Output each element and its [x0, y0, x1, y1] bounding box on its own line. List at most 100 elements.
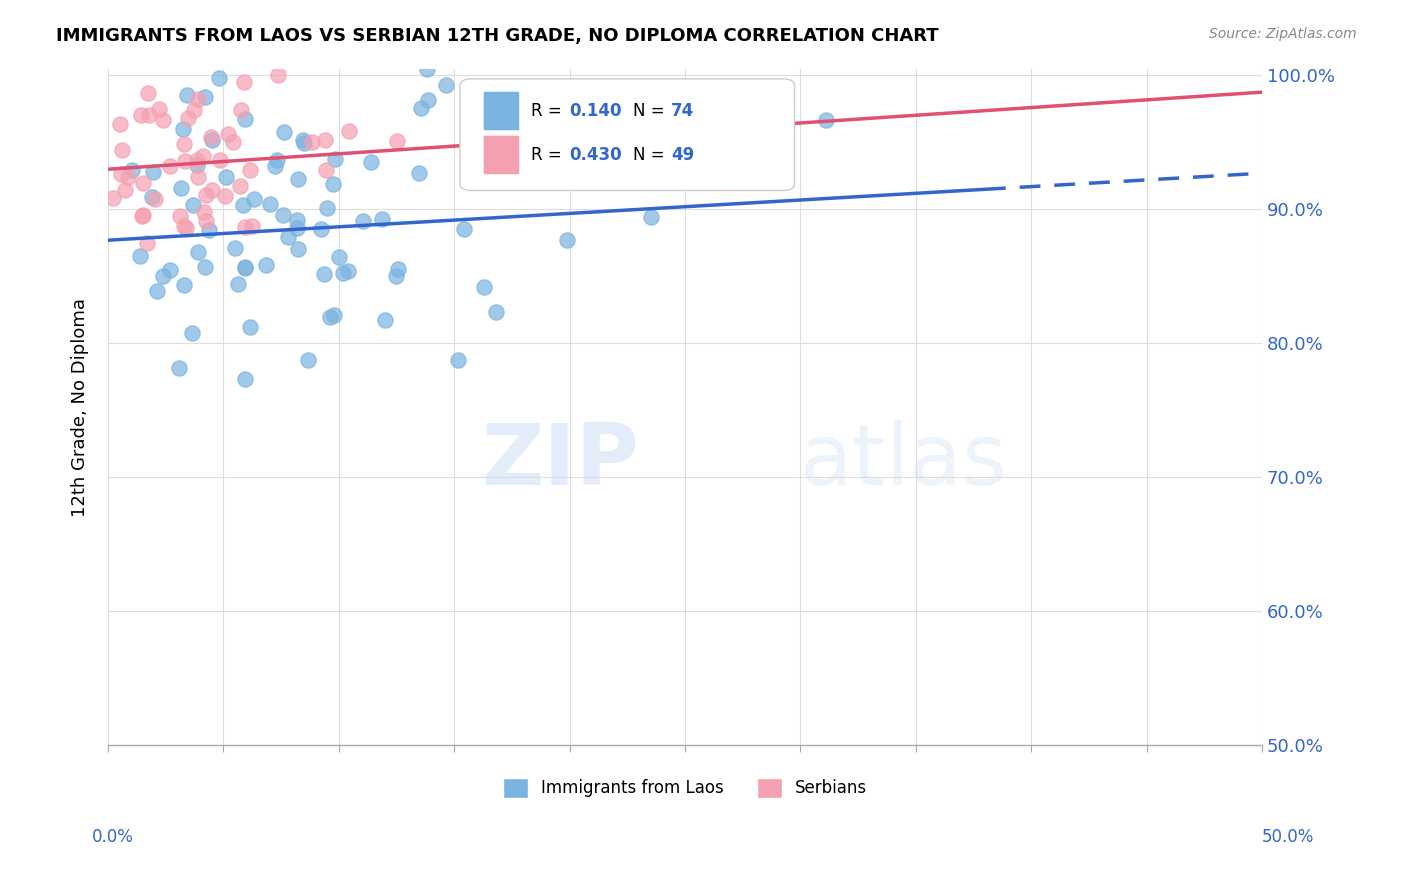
Point	[233, 112, 256, 126]
Point	[254, 258, 277, 272]
Point	[193, 204, 215, 219]
Point	[385, 268, 408, 283]
Point	[173, 278, 195, 293]
Point	[131, 108, 153, 122]
Point	[177, 111, 200, 125]
Point	[121, 163, 143, 178]
Point	[239, 162, 262, 177]
Point	[322, 308, 344, 322]
Text: 0.430: 0.430	[569, 146, 623, 164]
Point	[332, 266, 354, 280]
Point	[200, 130, 222, 145]
Point	[287, 242, 309, 256]
Point	[266, 153, 288, 168]
Point	[273, 126, 295, 140]
Point	[208, 71, 231, 86]
Point	[233, 260, 256, 274]
Text: N =: N =	[633, 103, 669, 120]
Point	[233, 372, 256, 386]
Text: N =: N =	[633, 146, 669, 164]
Point	[233, 74, 256, 88]
Point	[352, 214, 374, 228]
Point	[312, 267, 335, 281]
Point	[187, 169, 209, 184]
Point	[337, 264, 360, 278]
Point	[229, 103, 252, 118]
Point	[201, 133, 224, 147]
Point	[108, 117, 131, 131]
Text: ZIP: ZIP	[481, 419, 638, 502]
Point	[409, 101, 432, 115]
Point	[187, 92, 209, 106]
Point	[287, 213, 309, 227]
Point	[277, 230, 299, 244]
Point	[240, 219, 263, 233]
Text: 74: 74	[671, 103, 695, 120]
Text: 0.140: 0.140	[569, 103, 621, 120]
Point	[110, 167, 132, 181]
Point	[131, 177, 153, 191]
Point	[132, 208, 155, 222]
FancyBboxPatch shape	[460, 78, 794, 191]
Text: IMMIGRANTS FROM LAOS VS SERBIAN 12TH GRADE, NO DIPLOMA CORRELATION CHART: IMMIGRANTS FROM LAOS VS SERBIAN 12TH GRA…	[56, 27, 939, 45]
Point	[195, 188, 218, 202]
Point	[239, 320, 262, 334]
Point	[194, 89, 217, 103]
Y-axis label: 12th Grade, No Diploma: 12th Grade, No Diploma	[72, 298, 89, 516]
Point	[138, 108, 160, 122]
Point	[325, 153, 347, 167]
Text: atlas: atlas	[800, 419, 1008, 502]
Point	[146, 284, 169, 298]
Point	[233, 219, 256, 234]
Point	[471, 145, 494, 159]
Point	[408, 166, 430, 180]
Point	[557, 233, 579, 247]
Point	[301, 135, 323, 149]
Point	[309, 222, 332, 236]
Point	[208, 153, 231, 167]
Point	[114, 183, 136, 197]
FancyBboxPatch shape	[484, 135, 520, 175]
Point	[136, 235, 159, 250]
Point	[176, 87, 198, 102]
Point	[215, 169, 238, 184]
Point	[111, 143, 134, 157]
Point	[322, 178, 344, 192]
Point	[167, 361, 190, 376]
Point	[285, 221, 308, 235]
Point	[374, 313, 396, 327]
Point	[201, 183, 224, 197]
Point	[181, 198, 204, 212]
Text: 49: 49	[671, 146, 695, 164]
Point	[232, 197, 254, 211]
Point	[385, 134, 408, 148]
Point	[371, 212, 394, 227]
Point	[173, 219, 195, 233]
Point	[472, 280, 495, 294]
Point	[233, 261, 256, 276]
Point	[194, 260, 217, 274]
Text: R =: R =	[531, 146, 568, 164]
Point	[101, 191, 124, 205]
Point	[226, 277, 249, 292]
Point	[267, 68, 290, 82]
Point	[814, 113, 837, 128]
Point	[291, 133, 314, 147]
Point	[198, 223, 221, 237]
Point	[148, 103, 170, 117]
Point	[214, 189, 236, 203]
Point	[181, 326, 204, 340]
Point	[243, 192, 266, 206]
Point	[328, 250, 350, 264]
Text: 0.0%: 0.0%	[91, 828, 134, 846]
Point	[224, 241, 246, 255]
Point	[142, 165, 165, 179]
Point	[152, 113, 174, 128]
Text: 50.0%: 50.0%	[1263, 828, 1315, 846]
Point	[131, 210, 153, 224]
Point	[229, 178, 252, 193]
Point	[159, 159, 181, 173]
Point	[271, 208, 294, 222]
Point	[217, 127, 239, 141]
Point	[186, 153, 208, 168]
